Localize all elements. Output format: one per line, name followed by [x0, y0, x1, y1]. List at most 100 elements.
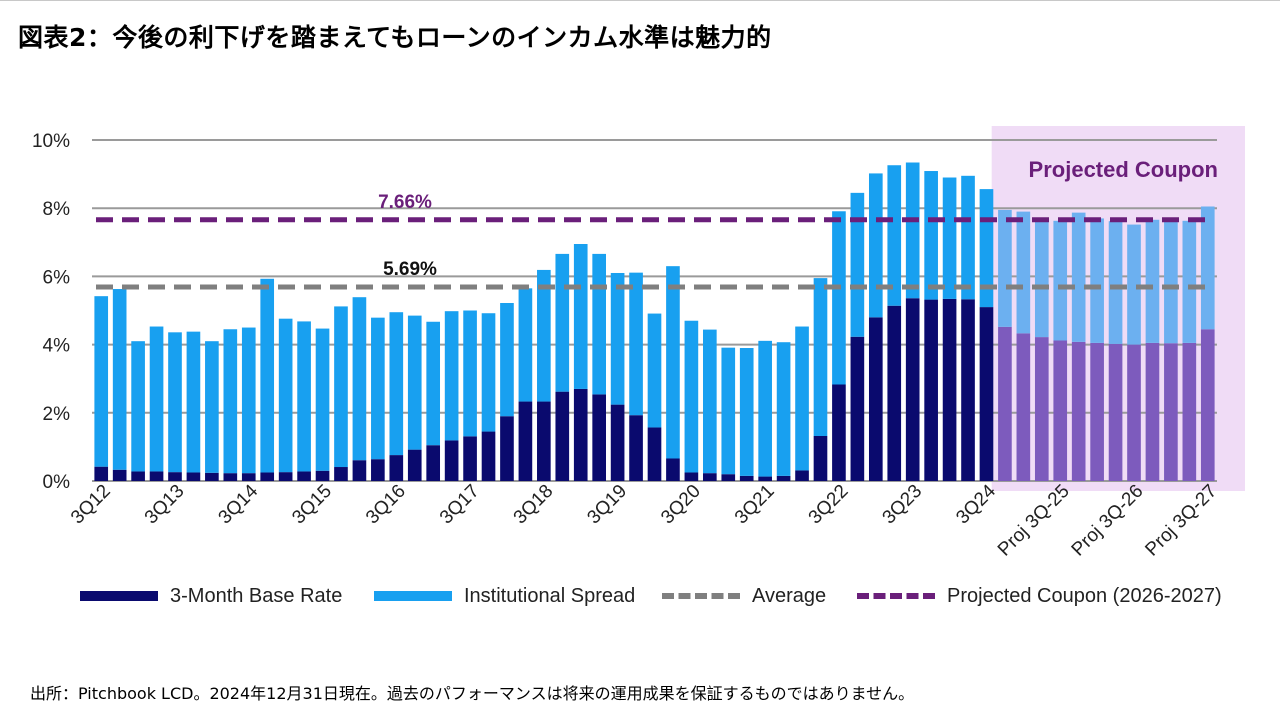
- bar-base-rate: [887, 305, 902, 481]
- bar-base-rate: [149, 471, 164, 481]
- bar-spread: [260, 278, 275, 473]
- bar-base-rate: [168, 472, 182, 481]
- bar-spread: [444, 311, 459, 441]
- bar-spread: [629, 272, 643, 416]
- bar-spread: [186, 331, 201, 473]
- y-tick-label: 8%: [43, 199, 71, 220]
- bar-base-rate: [703, 473, 717, 481]
- bar-spread: [592, 253, 606, 395]
- x-tick-label: Proj 3Q-25: [994, 481, 1074, 561]
- bar-spread: [481, 313, 496, 432]
- bar-base-rate: [463, 436, 477, 481]
- bar-base-rate: [537, 401, 551, 481]
- legend-swatch-base-rate: [80, 591, 158, 601]
- bar-base-rate: [205, 472, 219, 481]
- bar-spread: [1164, 220, 1178, 344]
- bar-spread: [868, 173, 883, 318]
- x-tick-label: 3Q21: [731, 481, 779, 529]
- bar-base-rate: [518, 401, 533, 481]
- bar-spread: [1182, 220, 1197, 343]
- bar-base-rate: [1108, 343, 1123, 481]
- bar-base-rate: [795, 470, 809, 481]
- bar-base-rate: [1200, 329, 1215, 481]
- x-tick-label: 3Q23: [879, 481, 927, 529]
- x-tick-label: Proj 3Q-26: [1068, 481, 1148, 561]
- bar-spread: [1108, 221, 1123, 344]
- y-tick-label: 10%: [32, 131, 70, 152]
- bar-base-rate: [776, 475, 791, 481]
- legend-label-average: Average: [752, 584, 827, 607]
- bar-spread: [500, 302, 514, 417]
- bar-base-rate: [684, 472, 699, 481]
- bar-base-rate: [1182, 342, 1197, 481]
- bar-spread: [647, 313, 662, 428]
- y-tick-label: 2%: [43, 404, 71, 425]
- bar-spread: [887, 165, 902, 306]
- bar-base-rate: [924, 299, 938, 481]
- bar-spread: [998, 209, 1012, 327]
- bar-spread: [942, 177, 957, 299]
- bar-spread: [813, 278, 828, 436]
- bar-base-rate: [1145, 342, 1160, 481]
- x-tick-label: 3Q17: [436, 481, 484, 529]
- bar-spread: [463, 310, 477, 437]
- bar-base-rate: [352, 460, 367, 481]
- y-tick-label: 4%: [43, 336, 71, 357]
- bar-spread: [924, 171, 938, 300]
- bar-spread: [739, 348, 754, 476]
- legend-swatch-average: [662, 593, 740, 599]
- bar-spread: [721, 347, 736, 475]
- bar-spread: [371, 317, 385, 460]
- bar-spread: [1127, 224, 1141, 345]
- y-tick-label: 0%: [43, 472, 71, 493]
- bar-spread: [1200, 206, 1215, 330]
- bar-base-rate: [389, 455, 404, 481]
- x-tick-label: 3Q19: [583, 481, 631, 529]
- x-tick-label: 3Q18: [510, 481, 558, 529]
- bar-spread: [537, 269, 551, 402]
- bar-spread: [1071, 212, 1086, 342]
- y-tick-label: 6%: [43, 267, 71, 288]
- average-label: 5.69%: [383, 259, 437, 280]
- bar-spread: [168, 332, 182, 473]
- bar-base-rate: [315, 470, 330, 481]
- bar-base-rate: [334, 467, 348, 481]
- top-divider: [0, 0, 1280, 1]
- bar-base-rate: [1034, 337, 1049, 481]
- source-note: 出所：Pitchbook LCD。2024年12月31日現在。過去のパフォーマン…: [30, 684, 915, 703]
- bar-spread: [389, 312, 404, 456]
- bar-base-rate: [131, 471, 145, 481]
- bar-spread: [1145, 219, 1160, 343]
- bar-base-rate: [241, 473, 256, 481]
- bar-base-rate: [1053, 340, 1068, 481]
- bar-spread: [758, 340, 772, 477]
- projected-coupon-value-label: 7.66%: [378, 192, 432, 213]
- bar-spread: [666, 266, 680, 459]
- bar-base-rate: [868, 317, 883, 481]
- bar-base-rate: [1127, 344, 1141, 481]
- x-tick-label: 3Q13: [141, 481, 189, 529]
- bar-spread: [278, 318, 293, 473]
- bar-base-rate: [629, 415, 643, 481]
- bar-base-rate: [1016, 333, 1031, 481]
- bar-base-rate: [758, 476, 772, 481]
- bar-base-rate: [223, 473, 238, 481]
- bar-base-rate: [371, 459, 385, 481]
- bar-spread: [94, 296, 109, 467]
- bar-spread: [315, 328, 330, 471]
- legend-item-base-rate: 3-Month Base Rate: [80, 583, 342, 609]
- legend-label-base-rate: 3-Month Base Rate: [170, 584, 343, 607]
- bar-spread: [241, 327, 256, 474]
- x-tick-label: Proj 3Q-27: [1141, 481, 1221, 561]
- bar-base-rate: [942, 298, 957, 481]
- bar-base-rate: [592, 394, 606, 481]
- bar-spread: [149, 326, 164, 472]
- bar-spread: [112, 289, 127, 470]
- bar-base-rate: [610, 404, 625, 481]
- bar-spread: [297, 321, 311, 472]
- bar-base-rate: [407, 449, 422, 481]
- bar-spread: [610, 272, 625, 405]
- bar-spread: [1053, 220, 1068, 341]
- legend-item-average: Average: [662, 583, 826, 609]
- bar-base-rate: [555, 391, 570, 481]
